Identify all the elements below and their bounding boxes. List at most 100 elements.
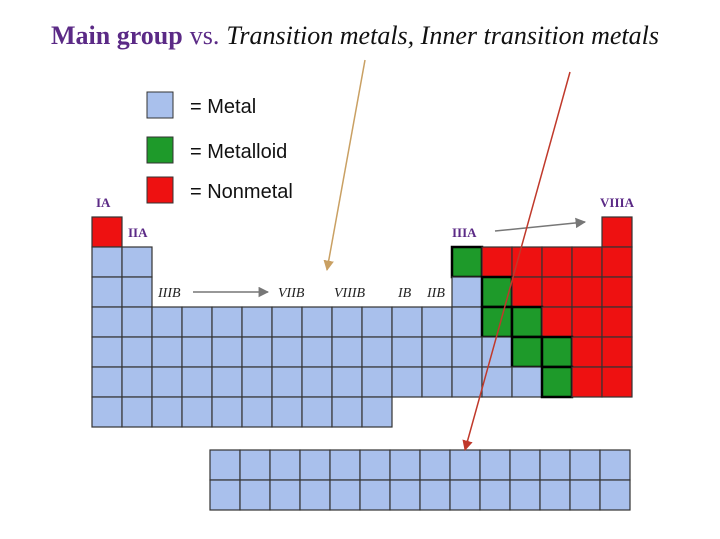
element-cell <box>121 396 153 428</box>
element-cell <box>601 366 633 398</box>
element-cell <box>299 449 331 481</box>
element-cell <box>359 479 391 511</box>
element-cell <box>211 396 243 428</box>
element-cell <box>91 246 123 278</box>
group-label: IB <box>397 286 412 301</box>
element-cell <box>391 336 423 368</box>
title: Main group vs. Transition metals, Inner tr… <box>51 21 659 50</box>
legend-label: = Metalloid <box>190 141 287 163</box>
element-cell <box>601 216 633 248</box>
element-cell <box>151 336 183 368</box>
element-cell <box>540 365 574 399</box>
group-label: VIIB <box>278 286 305 301</box>
element-cell <box>450 245 484 279</box>
element-cell <box>271 366 303 398</box>
element-cell <box>571 366 603 398</box>
element-cell <box>451 336 483 368</box>
element-cell <box>271 396 303 428</box>
element-cell <box>121 276 153 308</box>
element-cell <box>361 336 393 368</box>
element-cell <box>211 366 243 398</box>
element-cell <box>479 479 511 511</box>
group-label: IA <box>96 195 111 210</box>
element-cell <box>211 336 243 368</box>
element-cell <box>301 366 333 398</box>
element-cell <box>181 366 213 398</box>
element-cell <box>421 366 453 398</box>
element-cell <box>481 336 513 368</box>
group-label: IIA <box>128 225 148 240</box>
element-cell <box>480 275 514 309</box>
element-cell <box>601 336 633 368</box>
legend-swatch <box>146 176 174 204</box>
title-vs: vs. <box>190 21 220 50</box>
element-cell <box>331 306 363 338</box>
element-cell <box>509 479 541 511</box>
element-cell <box>361 306 393 338</box>
element-cell <box>511 366 543 398</box>
element-cell <box>601 306 633 338</box>
element-cell <box>151 306 183 338</box>
legend-label: = Nonmetal <box>190 181 293 203</box>
element-cell <box>541 306 573 338</box>
element-cell <box>599 449 631 481</box>
element-cell <box>391 306 423 338</box>
element-cell <box>241 396 273 428</box>
element-cell <box>121 306 153 338</box>
periodic-grid <box>91 216 633 511</box>
element-cell <box>239 449 271 481</box>
element-cell <box>391 366 423 398</box>
element-cell <box>181 306 213 338</box>
element-cell <box>239 479 271 511</box>
element-cell <box>361 366 393 398</box>
element-cell <box>451 366 483 398</box>
element-cell <box>241 366 273 398</box>
element-cell <box>571 306 603 338</box>
element-cell <box>540 335 574 369</box>
element-cell <box>91 216 123 248</box>
element-cell <box>209 479 241 511</box>
element-cell <box>601 276 633 308</box>
element-cell <box>329 479 361 511</box>
element-cell <box>539 479 571 511</box>
element-cell <box>449 479 481 511</box>
element-cell <box>541 246 573 278</box>
element-cell <box>271 336 303 368</box>
group-label: IIB <box>426 286 445 301</box>
group-label: VIIIA <box>600 195 635 210</box>
legend-swatch <box>146 136 174 164</box>
legend-label: = Metal <box>190 96 256 118</box>
element-cell <box>121 246 153 278</box>
group-label: IIIA <box>452 225 477 240</box>
element-cell <box>359 449 391 481</box>
element-cell <box>301 336 333 368</box>
element-cell <box>449 449 481 481</box>
element-cell <box>151 366 183 398</box>
element-cell <box>329 449 361 481</box>
element-cell <box>361 396 393 428</box>
arrow <box>494 217 587 232</box>
element-cell <box>510 335 544 369</box>
element-cell <box>451 306 483 338</box>
element-cell <box>151 396 183 428</box>
element-cell <box>571 246 603 278</box>
legend-swatch <box>146 91 174 119</box>
element-cell <box>571 276 603 308</box>
element-cell <box>269 479 301 511</box>
element-cell <box>209 449 241 481</box>
element-cell <box>241 336 273 368</box>
element-cell <box>91 306 123 338</box>
element-cell <box>481 246 513 278</box>
element-cell <box>601 246 633 278</box>
element-cell <box>569 449 601 481</box>
group-label: IIIB <box>157 286 181 301</box>
element-cell <box>91 336 123 368</box>
element-cell <box>271 306 303 338</box>
element-cell <box>421 306 453 338</box>
element-cell <box>419 449 451 481</box>
element-cell <box>599 479 631 511</box>
element-cell <box>121 366 153 398</box>
element-cell <box>569 479 601 511</box>
element-cell <box>541 276 573 308</box>
